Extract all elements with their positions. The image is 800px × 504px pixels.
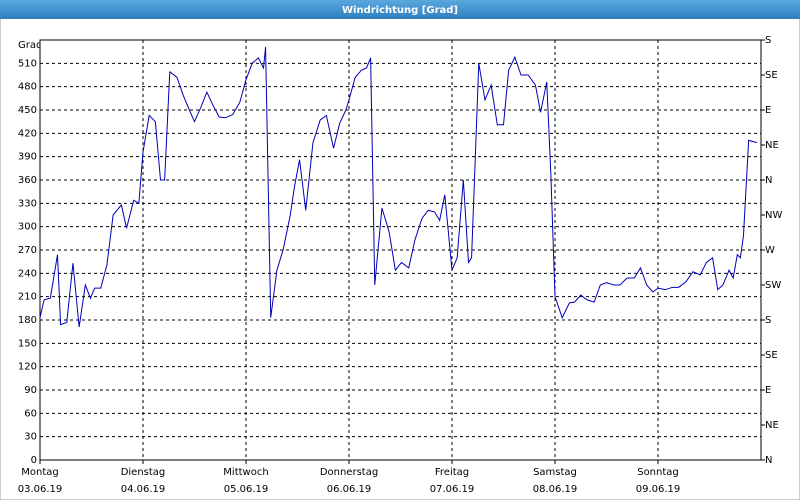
y2-tick-label: S — [765, 315, 771, 326]
y2-tick-label: NE — [765, 140, 779, 151]
title-bar — [0, 0, 800, 19]
x-tick-label: Samstag — [533, 467, 577, 478]
y-tick-label: 150 — [18, 338, 37, 349]
y-tick-label: 450 — [18, 105, 37, 116]
y2-tick-label: E — [765, 385, 771, 396]
y-tick-label: 90 — [24, 385, 37, 396]
y2-tick-label: SE — [765, 350, 778, 361]
chart-title: Windrichtung [Grad] — [342, 5, 458, 16]
y-tick-label: 300 — [18, 222, 37, 233]
x-tick-date: 05.06.19 — [224, 484, 269, 495]
y2-tick-label: N — [765, 175, 772, 186]
x-tick-date: 07.06.19 — [430, 484, 475, 495]
x-tick-date: 08.06.19 — [533, 484, 578, 495]
y-tick-label: 270 — [18, 245, 37, 256]
y2-tick-label: SW — [765, 280, 781, 291]
y-tick-label: 240 — [18, 268, 37, 279]
plot-border — [39, 39, 762, 461]
x-tick-label: Dienstag — [121, 467, 166, 478]
y-tick-label: 210 — [18, 292, 37, 303]
y2-tick-label: NE — [765, 420, 779, 431]
y-tick-label: 120 — [18, 362, 37, 373]
y2-tick-label: SE — [765, 70, 778, 81]
y-tick-label: 30 — [24, 432, 37, 443]
x-tick-date: 09.06.19 — [636, 484, 681, 495]
x-tick-label: Freitag — [435, 467, 469, 478]
y2-tick-label: NW — [765, 210, 782, 221]
x-tick-date: 03.06.19 — [18, 484, 63, 495]
y-tick-label: 0 — [31, 455, 37, 466]
y-tick-label: 480 — [18, 82, 37, 93]
data-line — [39, 46, 758, 328]
x-tick-label: Montag — [21, 467, 58, 478]
y-tick-label: 60 — [24, 408, 37, 419]
y2-tick-label: E — [765, 105, 771, 116]
y-tick-label: 330 — [18, 198, 37, 209]
y-tick-label: 180 — [18, 315, 37, 326]
y-tick-label: 510 — [18, 58, 37, 69]
x-tick-label: Mittwoch — [223, 467, 268, 478]
y-tick-label: 360 — [18, 175, 37, 186]
y-axis-label: Grad — [18, 40, 42, 51]
y2-tick-label: N — [765, 455, 772, 466]
x-tick-label: Donnerstag — [320, 467, 378, 478]
x-tick-label: Sonntag — [637, 467, 679, 478]
y2-tick-label: W — [765, 245, 775, 256]
y2-tick-label: S — [765, 35, 771, 46]
x-tick-date: 06.06.19 — [327, 484, 372, 495]
y-tick-label: 420 — [18, 128, 37, 139]
x-tick-date: 04.06.19 — [121, 484, 166, 495]
y-tick-label: 390 — [18, 152, 37, 163]
